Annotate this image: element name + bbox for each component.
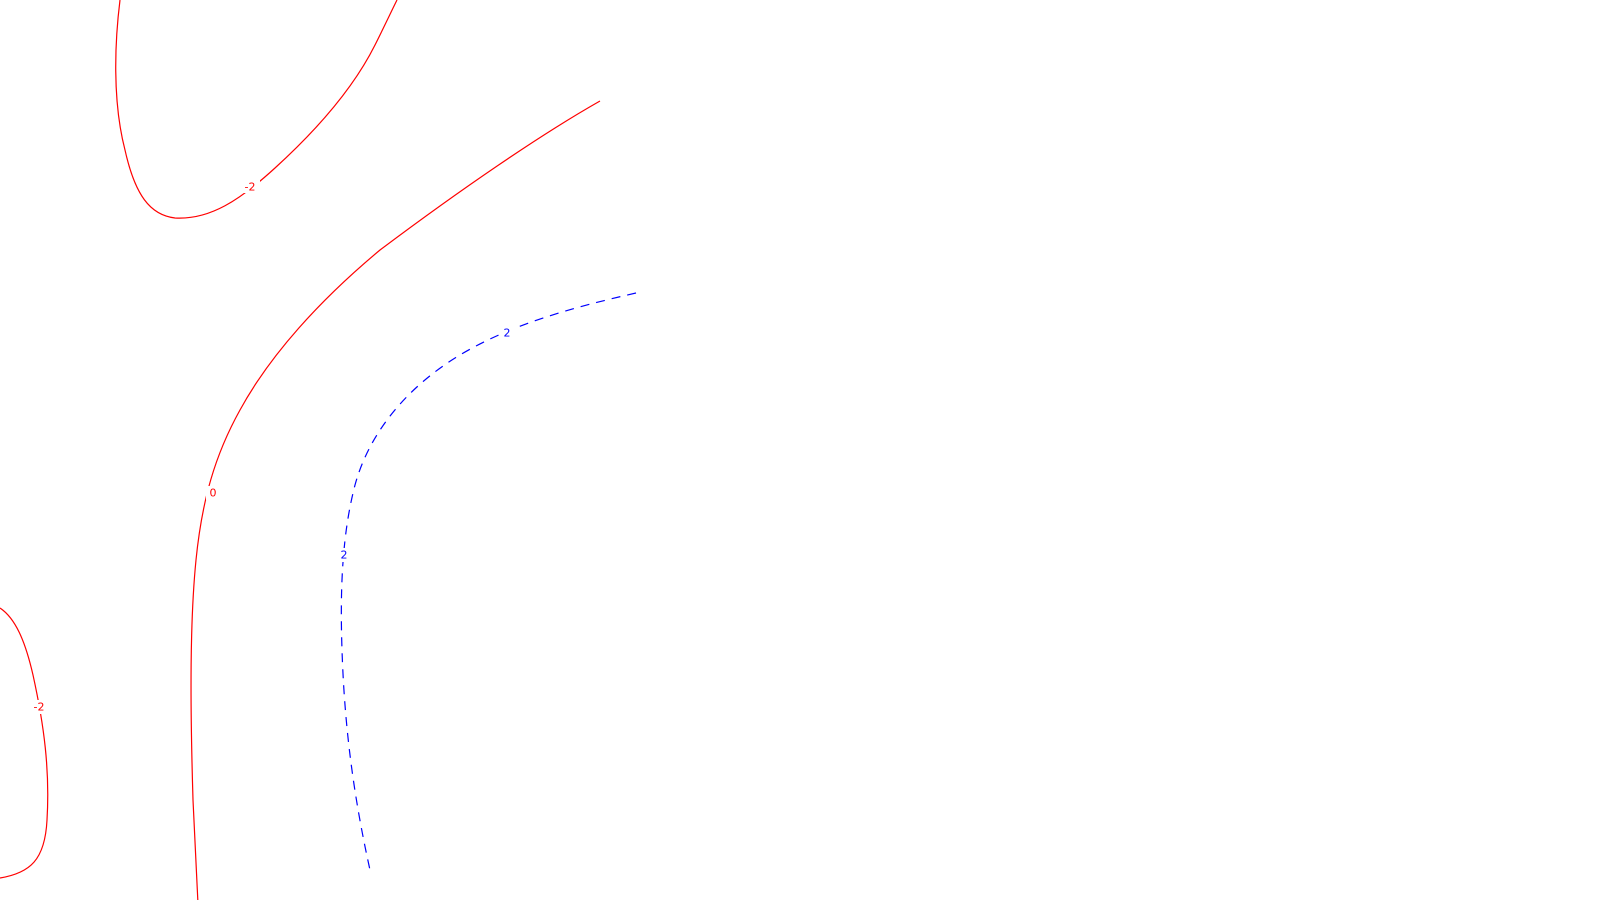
contour-label-neg2-left: -2 [34,701,45,714]
label-bg-neg2-top [240,179,260,193]
contour-line-neg2-left [0,607,49,879]
contour-line-pos2 [340,292,637,871]
contour-label-neg2-top: -2 [245,181,256,194]
contour-label-pos2-a: 2 [504,327,511,340]
contour-label-zero: 0 [210,487,217,500]
label-bg-pos2-b [337,548,351,562]
contour-label-pos2-b: 2 [341,549,348,562]
contour-line-neg2-top [115,0,398,219]
label-bg-neg2-left [29,700,49,714]
label-bg-pos2-a [500,326,514,340]
contour-line-zero [190,100,601,900]
label-bg-zero [206,486,220,500]
